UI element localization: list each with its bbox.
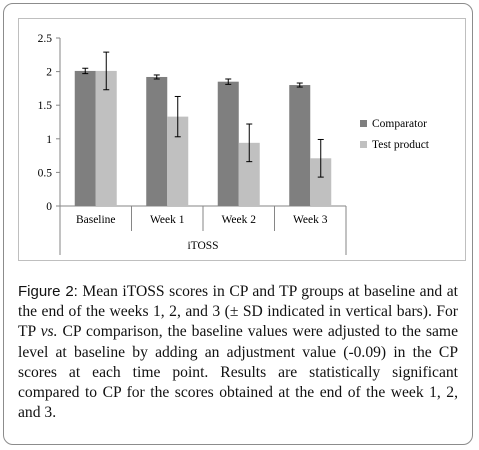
caption-text-part2: CP comparison, the baseline values were … bbox=[18, 323, 458, 422]
x-tick-label: Week 2 bbox=[221, 214, 256, 226]
bar-chart: 0 0.5 1 1.5 2 2.5 Baseline Week 1 Week 2 Week 3 iT… bbox=[38, 33, 430, 255]
bar-comparator bbox=[146, 76, 168, 206]
chart-area: 0 0.5 1 1.5 2 2.5 Baseline Week 1 Week 2 Week 3 iT… bbox=[18, 18, 466, 261]
bar-test-product bbox=[238, 142, 260, 206]
caption-vs: vs. bbox=[40, 323, 58, 341]
bar-comparator bbox=[217, 81, 239, 206]
y-tick-label: 0 bbox=[46, 201, 52, 213]
y-tick-label: 0.5 bbox=[38, 167, 53, 179]
x-tick-label: Week 3 bbox=[293, 214, 328, 226]
x-axis-label: iTOSS bbox=[187, 240, 218, 252]
bar-comparator bbox=[289, 85, 311, 206]
caption-text-part1: Mean iTOSS scores in CP and TP groups at… bbox=[18, 283, 458, 341]
bar-comparator bbox=[74, 70, 96, 206]
y-tick-label: 2.5 bbox=[38, 33, 53, 45]
legend-swatch bbox=[360, 141, 367, 148]
legend-label: Test product bbox=[372, 139, 430, 151]
x-tick-label: Week 1 bbox=[150, 214, 185, 226]
y-tick-label: 1 bbox=[46, 134, 52, 146]
bar-test-product bbox=[167, 116, 189, 206]
y-tick-label: 1.5 bbox=[38, 100, 53, 112]
x-tick-label: Baseline bbox=[76, 214, 116, 226]
legend-label: Comparator bbox=[372, 118, 427, 130]
figure-caption: Figure 2: Mean iTOSS scores in CP and TP… bbox=[18, 282, 458, 423]
bar-test-product bbox=[310, 158, 332, 206]
bar-test-product bbox=[95, 70, 117, 206]
y-tick-label: 2 bbox=[46, 67, 52, 79]
legend-swatch bbox=[360, 120, 367, 127]
figure-frame: 0 0.5 1 1.5 2 2.5 Baseline Week 1 Week 2 Week 3 iT… bbox=[3, 3, 473, 445]
caption-label: Figure 2: bbox=[18, 283, 78, 300]
